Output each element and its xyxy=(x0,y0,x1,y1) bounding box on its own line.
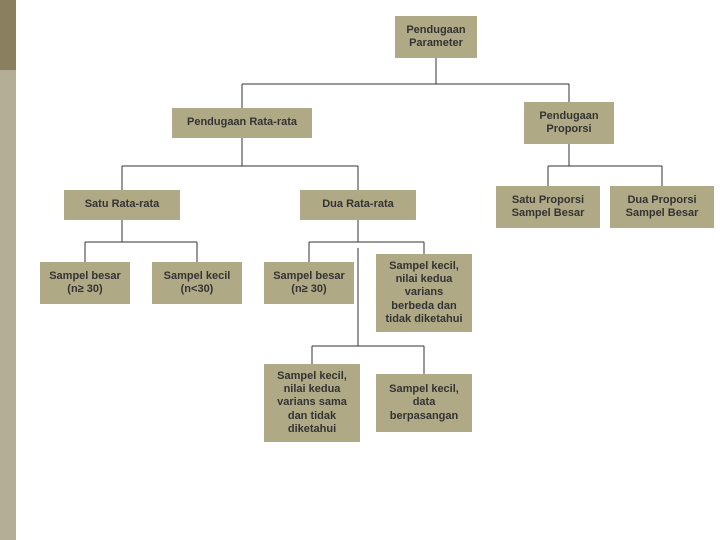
sidebar-accent-top xyxy=(0,0,16,70)
node-dua-sampel-besar: Sampel besar(n≥ 30) xyxy=(264,262,354,304)
node-pendugaan-proporsi: PendugaanProporsi xyxy=(524,102,614,144)
node-sampel-kecil: Sampel kecil(n<30) xyxy=(152,262,242,304)
node-dua-sampel-kecil-varians-beda: Sampel kecil,nilai keduavariansberbeda d… xyxy=(376,254,472,332)
sidebar-accent-bottom xyxy=(0,70,16,540)
node-sampel-besar: Sampel besar(n≥ 30) xyxy=(40,262,130,304)
node-dua-rata: Dua Rata-rata xyxy=(300,190,416,220)
node-pendugaan-rata: Pendugaan Rata-rata xyxy=(172,108,312,138)
node-root: PendugaanParameter xyxy=(395,16,477,58)
diagram-stage: PendugaanParameter Pendugaan Rata-rata P… xyxy=(0,0,720,540)
node-dua-sampel-kecil-berpasangan: Sampel kecil,databerpasangan xyxy=(376,374,472,432)
node-dua-proporsi: Dua ProporsiSampel Besar xyxy=(610,186,714,228)
node-satu-proporsi: Satu ProporsiSampel Besar xyxy=(496,186,600,228)
node-satu-rata: Satu Rata-rata xyxy=(64,190,180,220)
decorative-sidebar xyxy=(0,0,16,540)
node-dua-sampel-kecil-varians-sama: Sampel kecil,nilai keduavarians samadan … xyxy=(264,364,360,442)
